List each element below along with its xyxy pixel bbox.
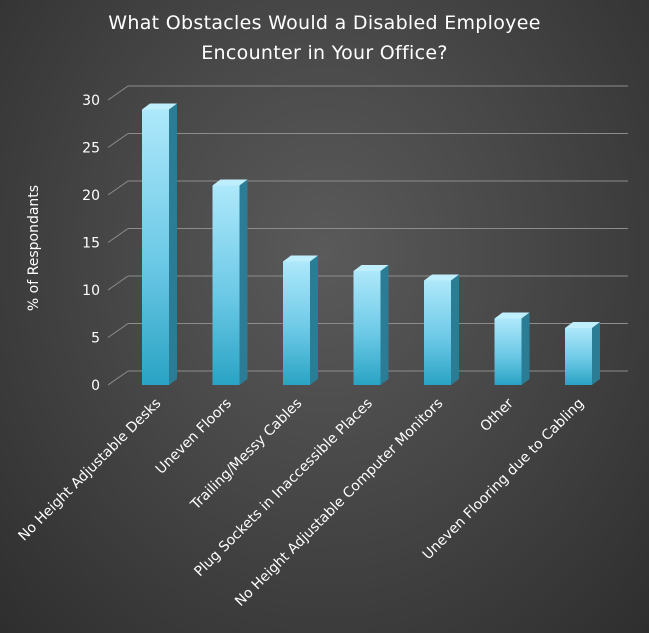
y-axis-label: % of Respondants [26,185,42,311]
bar-side [310,255,318,385]
bar-top [283,255,318,262]
x-category-label: Uneven Flooring due to Cabling [420,396,588,564]
x-category-label: Uneven Floors [153,396,235,478]
bar-top [142,103,177,110]
bar [424,274,459,385]
bars [142,103,600,385]
bar-front [142,109,169,385]
gridline-depth-5 [107,323,129,338]
y-tick-label: 15 [82,236,100,252]
x-category-label: No Height Adjustable Desks [15,396,164,545]
bar [353,265,389,385]
y-axis-ticks: 0 5 10 15 20 25 30 [82,93,100,394]
bar-top [565,322,600,328]
bar-top [424,274,459,281]
y-tick-label: 5 [91,331,100,347]
gridline-depth-15 [107,228,129,243]
gridlines [107,85,628,386]
bar [142,103,177,385]
y-tick-label: 0 [91,378,100,394]
bar [283,255,318,385]
bar-front [424,280,451,385]
bar-top [353,265,389,271]
y-tick-label: 25 [82,141,100,157]
y-tick-label: 20 [82,188,100,204]
bar [565,322,600,385]
y-tick-label: 30 [82,93,100,109]
bar-side [239,179,248,385]
chart-title-line-1: What Obstacles Would a Disabled Employee [108,12,541,34]
gridline-depth-30 [107,85,129,101]
bar-front [565,328,592,385]
gridline-depth-0 [107,370,129,386]
bar-side [380,265,389,385]
chart-title: What Obstacles Would a Disabled Employee… [0,8,649,68]
bar [494,312,530,385]
chart-title-line-2: Encounter in Your Office? [201,42,448,64]
gridline-depth-25 [107,133,129,148]
bar-top [494,312,530,319]
y-tick-label: 10 [82,283,100,299]
x-category-label: Other [477,395,517,435]
bar-side [521,312,530,385]
bar-side [169,103,177,385]
bar-front [283,261,310,385]
bar-front [353,271,381,385]
gridline-depth-20 [107,180,129,196]
bar-front [212,185,240,385]
gridline-depth-10 [107,275,129,291]
bar-side [451,274,459,385]
bar-front [494,318,522,385]
bar-top [212,179,248,186]
bar-side [592,322,600,385]
bar [212,179,248,385]
